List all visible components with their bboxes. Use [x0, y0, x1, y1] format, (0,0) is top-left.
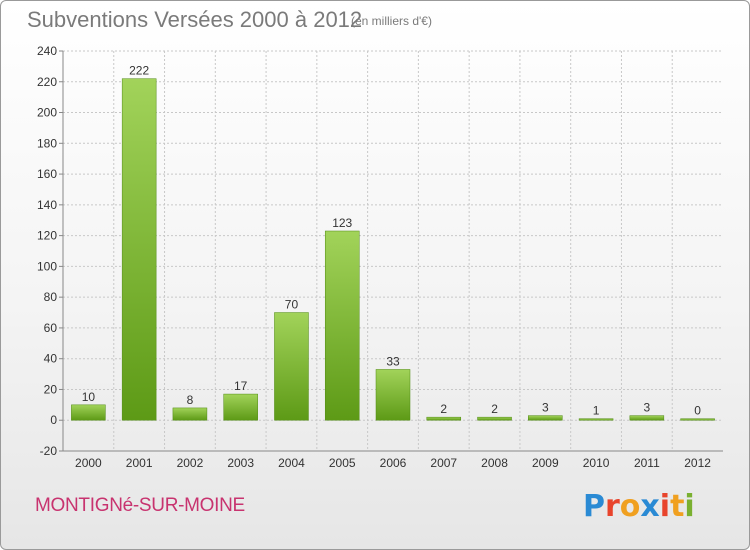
- bar: [172, 407, 208, 421]
- logo-letter: r: [605, 489, 620, 524]
- y-tick-label: 60: [44, 321, 58, 335]
- logo-letter: i: [684, 489, 695, 524]
- y-tick-label: -20: [40, 444, 58, 458]
- chart-unit: (en milliers d'€): [351, 14, 432, 28]
- x-tick-label: 2011: [634, 456, 660, 470]
- x-tick-label: 2005: [329, 456, 356, 470]
- bar-value-label: 2: [491, 402, 498, 416]
- bar: [629, 415, 665, 421]
- x-tick-label: 2006: [380, 456, 407, 470]
- bar-value-label: 10: [82, 390, 96, 404]
- x-tick-label: 2012: [684, 456, 711, 470]
- y-tick-label: 0: [50, 413, 57, 427]
- bar-value-label: 222: [129, 64, 149, 78]
- y-tick-label: 100: [37, 259, 57, 273]
- logo-letter: o: [619, 489, 641, 524]
- bar-value-label: 3: [644, 401, 651, 415]
- y-tick-label: 200: [37, 106, 57, 120]
- x-tick-label: 2003: [227, 456, 254, 470]
- bar: [324, 230, 360, 421]
- bar: [578, 418, 614, 421]
- bar-value-label: 123: [332, 216, 352, 230]
- bar: [121, 78, 157, 421]
- x-tick-label: 2004: [278, 456, 305, 470]
- y-tick-label: 80: [44, 290, 58, 304]
- x-tick-label: 2000: [75, 456, 102, 470]
- x-tick-label: 2009: [532, 456, 559, 470]
- bar-value-label: 33: [386, 354, 400, 368]
- chart-title: Subventions Versées 2000 à 2012: [27, 7, 363, 32]
- y-tick-label: 220: [37, 75, 57, 89]
- logo-letter: x: [640, 489, 660, 524]
- y-tick-label: 40: [44, 352, 58, 366]
- bar: [477, 416, 512, 421]
- logo-letter: i: [659, 489, 671, 524]
- bar-value-label: 0: [694, 404, 701, 418]
- logo-letter: P: [583, 489, 605, 524]
- y-tick-label: 20: [44, 382, 58, 396]
- proxiti-logo: Proxiti: [583, 489, 695, 524]
- x-tick-label: 2002: [177, 456, 204, 470]
- y-tick-label: 240: [37, 44, 57, 58]
- bar: [375, 369, 411, 421]
- bar-value-label: 70: [285, 298, 299, 312]
- bar-value-label: 1: [593, 404, 600, 418]
- bar: [528, 415, 563, 421]
- x-tick-label: 2007: [430, 456, 457, 470]
- x-tick-label: 2010: [583, 456, 610, 470]
- bar-value-label: 3: [542, 401, 549, 415]
- commune-name: MONTIGNé-SUR-MOINE: [35, 495, 245, 516]
- bar-value-label: 17: [234, 379, 248, 393]
- bar-value-label: 2: [440, 402, 447, 416]
- logo-letter: t: [670, 489, 685, 524]
- x-tick-label: 2001: [126, 456, 153, 470]
- bars: [71, 78, 715, 421]
- y-tick-label: 120: [37, 229, 57, 243]
- bar: [71, 404, 106, 421]
- y-tick-label: 140: [37, 198, 57, 212]
- y-tick-label: 160: [37, 167, 57, 181]
- bar-value-label: 8: [187, 393, 194, 407]
- bar: [426, 416, 462, 421]
- bar: [274, 312, 309, 421]
- y-tick-label: 180: [37, 136, 57, 150]
- bar: [680, 418, 715, 421]
- x-tick-label: 2008: [481, 456, 508, 470]
- labels: 1020002222001820021720037020041232005332…: [75, 64, 711, 470]
- bar: [223, 393, 258, 421]
